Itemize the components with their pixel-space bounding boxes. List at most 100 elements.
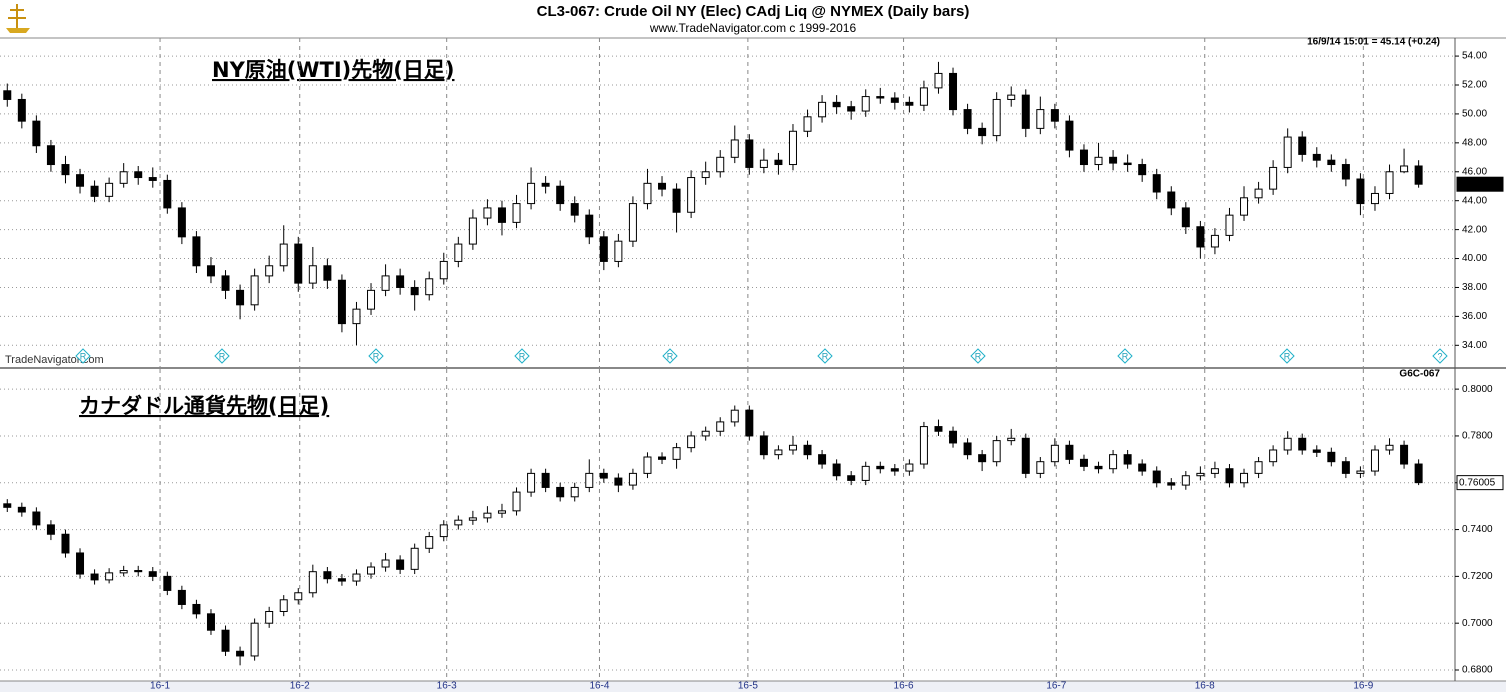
candle-body	[352, 308, 361, 325]
event-marker	[817, 348, 833, 364]
candle-body	[497, 207, 506, 223]
candle-body	[1414, 463, 1423, 484]
candle-body	[1109, 454, 1118, 470]
event-marker-label: R	[519, 351, 526, 361]
candle-body	[963, 109, 972, 129]
candle-body	[497, 510, 506, 514]
event-marker-label: R	[822, 351, 829, 361]
candle-body	[90, 185, 99, 197]
candle-body	[352, 573, 361, 582]
candle-body	[396, 275, 405, 288]
candle-body	[61, 164, 70, 176]
candle-body	[1269, 449, 1278, 463]
x-tick-label: 16-5	[738, 681, 758, 692]
candle-body	[1196, 472, 1205, 477]
event-marker-label: R	[373, 351, 380, 361]
candle-body	[425, 278, 434, 296]
last-price-box	[1456, 176, 1504, 192]
candle-body	[687, 435, 696, 449]
candle-body	[759, 159, 768, 168]
candle-body	[832, 463, 841, 477]
candle-body	[1400, 444, 1409, 465]
annotation: NY原油(WTI)先物(日足)	[212, 58, 454, 82]
candle-body	[323, 265, 332, 281]
candle-body	[788, 444, 797, 451]
last-price-label: 45.14	[1459, 179, 1484, 190]
event-marker-label: ?	[1437, 351, 1442, 361]
candle-body	[643, 182, 652, 205]
candle-body	[978, 127, 987, 137]
event-marker	[514, 348, 530, 364]
candle-body	[367, 289, 376, 310]
y-tick-label: 0.8000	[1462, 384, 1493, 395]
candle-body	[177, 589, 186, 605]
candle-body	[658, 456, 667, 460]
event-marker	[970, 348, 986, 364]
candle-body	[585, 214, 594, 238]
y-tick-label: 34.00	[1462, 340, 1487, 351]
quote: 16/9/14 15:01 = 45.14 (+0.24)	[1307, 37, 1440, 48]
candle-body	[774, 159, 783, 166]
event-marker	[75, 348, 91, 364]
candle-body	[1079, 149, 1088, 166]
candle-body	[963, 442, 972, 456]
candle-body	[17, 98, 26, 122]
candle-body	[148, 571, 157, 577]
candle-body	[905, 463, 914, 472]
candle-body	[1400, 165, 1409, 173]
candle-body	[206, 613, 215, 631]
candle-body	[119, 171, 128, 184]
candle-body	[978, 454, 987, 463]
event-marker-label: R	[667, 351, 674, 361]
event-marker-label: R	[1284, 351, 1291, 361]
candle-body	[745, 139, 754, 168]
candle-body	[148, 177, 157, 181]
y-tick-label: 40.00	[1462, 253, 1487, 264]
candle-body	[1065, 444, 1074, 460]
y-tick-label: 52.00	[1462, 80, 1487, 91]
y-tick-label: 48.00	[1462, 137, 1487, 148]
candle-body	[439, 524, 448, 538]
candle-body	[788, 130, 797, 166]
candle-body	[890, 468, 899, 472]
candle-body	[905, 101, 914, 106]
y-tick-label: 0.7200	[1462, 571, 1493, 582]
candle-body	[847, 106, 856, 112]
y-tick-label: 54.00	[1462, 51, 1487, 62]
candle-body	[1123, 162, 1132, 166]
candle-body	[599, 236, 608, 262]
candle-body	[527, 182, 536, 205]
candle-body	[1414, 165, 1423, 185]
candle-body	[1370, 192, 1379, 205]
x-tick-label: 16-1	[150, 681, 170, 692]
candle-body	[425, 536, 434, 549]
y-tick-label: 0.7400	[1462, 524, 1493, 535]
candle-body	[1225, 468, 1234, 484]
chart-title: CL3-067: Crude Oil NY (Elec) CAdj Liq @ …	[537, 3, 970, 20]
candle-body	[381, 559, 390, 568]
candle-body	[192, 603, 201, 615]
candle-body	[759, 435, 768, 456]
x-tick-label: 16-6	[894, 681, 914, 692]
candle-body	[32, 120, 41, 147]
event-marker	[214, 348, 230, 364]
candle-body	[628, 203, 637, 242]
candle-body	[716, 421, 725, 432]
annotation: カナダドル通貨先物(日足)	[79, 394, 329, 418]
candle-body	[1254, 461, 1263, 474]
candle-body	[949, 72, 958, 111]
candle-body	[236, 650, 245, 657]
candle-body	[556, 486, 565, 498]
last-price-box	[1456, 475, 1504, 491]
candle-body	[1036, 461, 1045, 474]
candle-body	[1079, 458, 1088, 467]
candle-body	[3, 90, 12, 100]
candle-body	[1225, 214, 1234, 236]
candle-body	[119, 570, 128, 574]
event-marker-label: R	[975, 351, 982, 361]
event-marker	[1432, 348, 1448, 364]
candle-body	[701, 430, 710, 437]
event-marker	[368, 348, 384, 364]
candle-body	[1385, 444, 1394, 451]
candle-body	[614, 477, 623, 486]
